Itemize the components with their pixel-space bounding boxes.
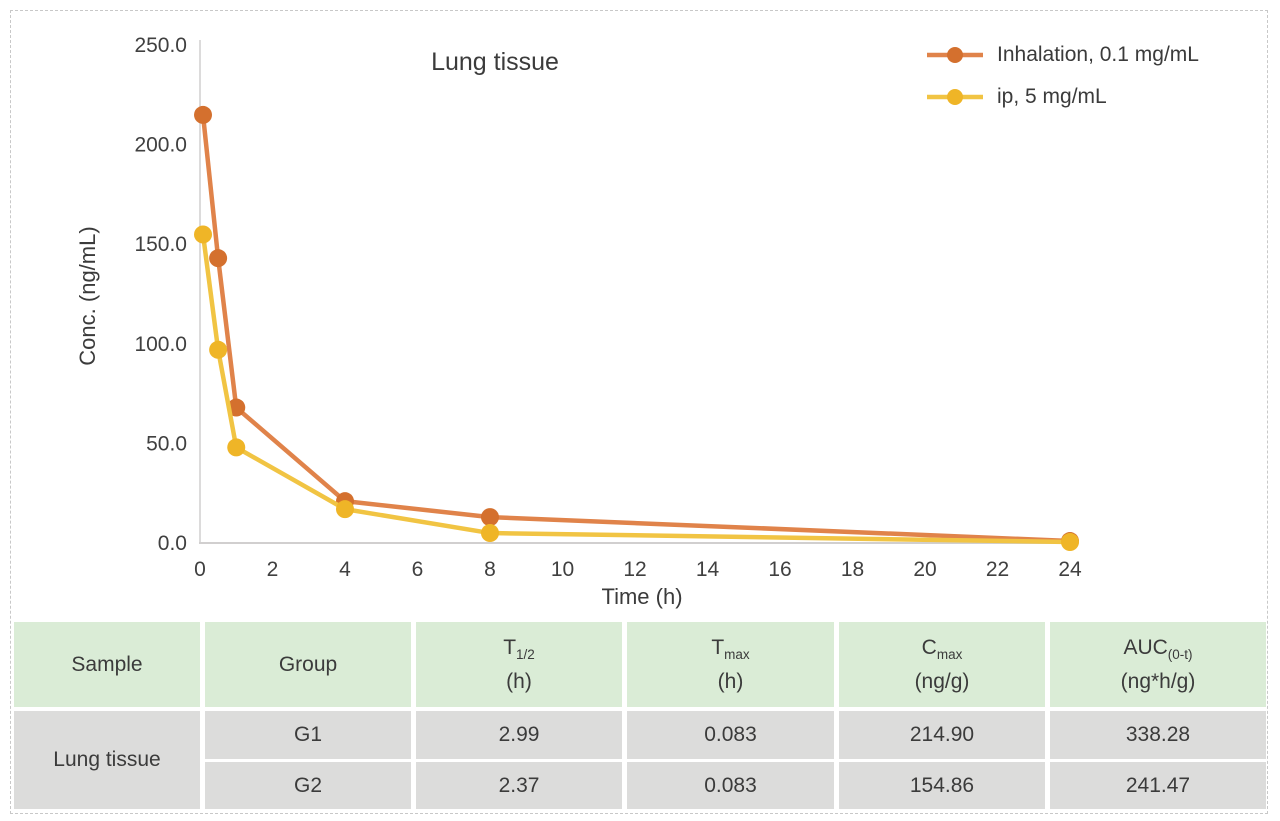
- svg-text:4: 4: [339, 558, 351, 581]
- svg-text:0: 0: [194, 558, 206, 581]
- svg-text:20: 20: [913, 558, 936, 581]
- header-cell-sample: Sample: [14, 622, 200, 707]
- unit-label: (h): [717, 669, 744, 693]
- legend-label: Inhalation, 0.1 mg/mL: [997, 43, 1199, 66]
- svg-text:8: 8: [484, 558, 496, 581]
- cell-g1-group: G1: [205, 710, 411, 759]
- svg-text:18: 18: [841, 558, 864, 581]
- cell-g2-t-max: 0.083: [627, 762, 834, 809]
- cell-g1-auc: 338.28: [1050, 710, 1266, 759]
- svg-text:250.0: 250.0: [134, 34, 187, 57]
- line-marker-swatch-icon: [927, 47, 983, 63]
- header-cell-c-max: Cmax (ng/g): [839, 622, 1045, 707]
- svg-text:150.0: 150.0: [134, 233, 187, 256]
- legend-label: ip, 5 mg/mL: [997, 85, 1107, 108]
- x-axis-label: Time (h): [601, 584, 683, 609]
- svg-text:2: 2: [267, 558, 279, 581]
- legend: Inhalation, 0.1 mg/mL ip, 5 mg/mL: [925, 42, 1199, 110]
- cell-g1-c-max: 214.90: [839, 710, 1045, 759]
- svg-text:50.0: 50.0: [146, 432, 187, 455]
- cell-sample-lung-tissue: Lung tissue: [14, 710, 200, 809]
- svg-text:24: 24: [1058, 558, 1082, 581]
- svg-text:12: 12: [623, 558, 646, 581]
- unit-label: (h): [506, 669, 532, 693]
- cell-g2-auc: 241.47: [1050, 762, 1266, 809]
- legend-item-inhalation: Inhalation, 0.1 mg/mL: [925, 42, 1199, 68]
- unit-label: (ng/g): [914, 669, 970, 693]
- header-cell-t-max: Tmax (h): [627, 622, 834, 707]
- svg-text:16: 16: [768, 558, 791, 581]
- lung-tissue-chart: 0.0 50.0 100.0 150.0 200.0 250.0 0 2 4 6 8 10 12 14 16…: [75, 34, 1199, 609]
- legend-item-ip: ip, 5 mg/mL: [925, 84, 1199, 110]
- line-marker-swatch-icon: [927, 89, 983, 105]
- svg-text:100.0: 100.0: [134, 333, 187, 356]
- header-cell-group: Group: [205, 622, 411, 707]
- svg-text:0.0: 0.0: [158, 532, 187, 555]
- svg-text:14: 14: [696, 558, 720, 581]
- svg-text:22: 22: [986, 558, 1009, 581]
- svg-text:10: 10: [551, 558, 574, 581]
- cell-g2-c-max: 154.86: [839, 762, 1045, 809]
- header-cell-auc: AUC(0-t) (ng*h/g): [1050, 622, 1266, 707]
- chart-title: Lung tissue: [431, 48, 559, 76]
- unit-label: (ng*h/g): [1120, 669, 1196, 693]
- cell-g1-t-half: 2.99: [416, 710, 622, 759]
- header-cell-t-half: T1/2 (h): [416, 622, 622, 707]
- cell-g2-t-half: 2.37: [416, 762, 622, 809]
- svg-text:6: 6: [412, 558, 424, 581]
- y-axis-label: Conc. (ng/mL): [75, 226, 100, 366]
- svg-text:200.0: 200.0: [134, 134, 187, 157]
- cell-g2-group: G2: [205, 762, 411, 809]
- pk-parameters-table: Sample Group T1/2 (h) Tmax (h) Cmax (ng/…: [14, 622, 1266, 809]
- cell-g1-t-max: 0.083: [627, 710, 834, 759]
